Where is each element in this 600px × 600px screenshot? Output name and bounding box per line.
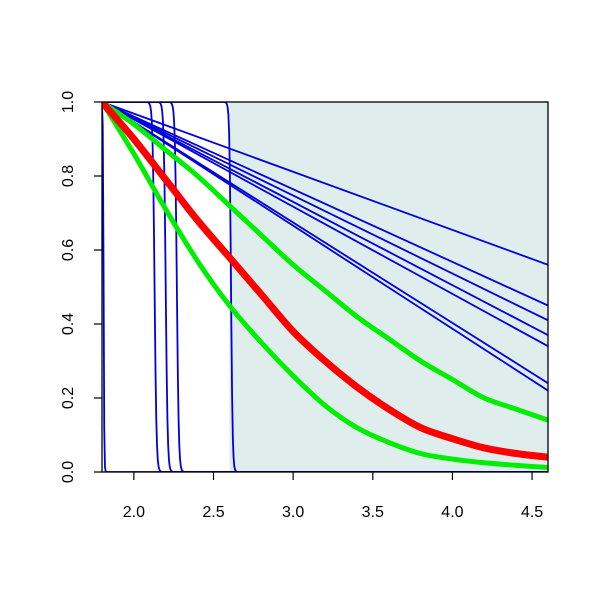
y-tick-label-4: 0.8 — [60, 165, 77, 187]
x-tick-label-0: 2.0 — [123, 504, 145, 521]
series-line-8 — [102, 102, 548, 384]
axes: 2.0 2.5 3.0 3.5 4.0 4.5 0.0 0.2 0.4 0.6 0.8 1.0 — [60, 91, 549, 521]
y-tick-label-1: 0.2 — [60, 387, 77, 409]
series-line-3 — [102, 102, 548, 266]
series-line-4 — [102, 102, 548, 307]
series-line-5 — [102, 102, 548, 322]
series-line-9 — [102, 102, 548, 392]
plot-frame — [101, 101, 549, 473]
series-line-13 — [102, 102, 548, 472]
x-tick-label-5: 4.5 — [521, 504, 543, 521]
series-line-7 — [102, 102, 548, 347]
series-line-2 — [102, 102, 548, 471]
x-tick-label-1: 2.5 — [202, 504, 224, 521]
x-tick-label-2: 3.0 — [282, 504, 304, 521]
x-tick-label-4: 4.0 — [441, 504, 463, 521]
series-line-1 — [102, 102, 548, 423]
y-tick-label-0: 0.0 — [60, 461, 77, 483]
y-tick-label-3: 0.6 — [60, 239, 77, 261]
x-tick-label-3: 3.5 — [362, 504, 384, 521]
series-line-6 — [102, 102, 548, 336]
y-tick-label-2: 0.4 — [60, 313, 77, 335]
y-tick-label-5: 1.0 — [60, 91, 77, 113]
plot-area — [102, 102, 548, 472]
series-line-0 — [102, 102, 548, 461]
